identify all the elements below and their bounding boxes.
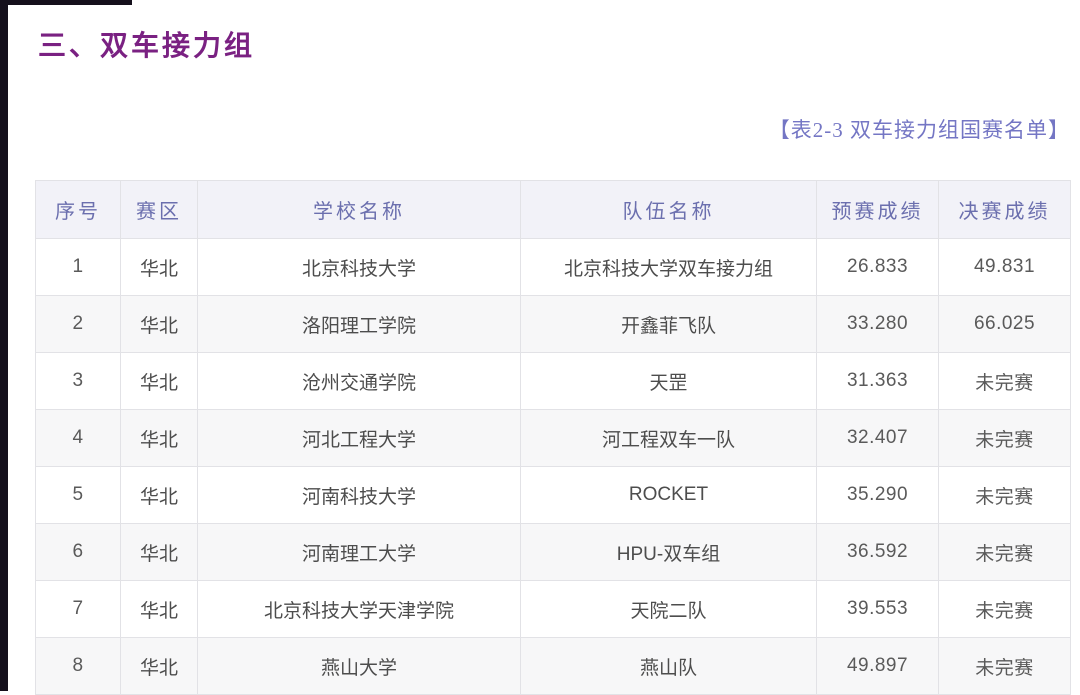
cell-prelim-score: 33.280: [816, 295, 939, 353]
cell-team: 河工程双车一队: [520, 409, 817, 467]
cell-school: 北京科技大学: [197, 238, 521, 296]
cell-team: 开鑫菲飞队: [520, 295, 817, 353]
cell-region: 华北: [120, 523, 198, 581]
cell-school: 沧州交通学院: [197, 352, 521, 410]
cell-school: 河南理工大学: [197, 523, 521, 581]
table-row: 5 华北 河南科技大学 ROCKET 35.290 未完赛: [35, 466, 1071, 524]
cell-final-score: 未完赛: [938, 637, 1071, 695]
page-title: 三、双车接力组: [38, 30, 256, 61]
table-row: 8 华北 燕山大学 燕山队 49.897 未完赛: [35, 637, 1071, 695]
cell-rank: 2: [35, 295, 121, 353]
table-row: 4 华北 河北工程大学 河工程双车一队 32.407 未完赛: [35, 409, 1071, 467]
cell-region: 华北: [120, 466, 198, 524]
cell-final-score: 未完赛: [938, 523, 1071, 581]
cell-team: 天院二队: [520, 580, 817, 638]
cell-team: HPU-双车组: [520, 523, 817, 581]
cell-school: 河南科技大学: [197, 466, 521, 524]
cell-rank: 5: [35, 466, 121, 524]
column-header-prelim-score: 预赛成绩: [816, 180, 939, 239]
cell-prelim-score: 26.833: [816, 238, 939, 296]
cell-prelim-score: 32.407: [816, 409, 939, 467]
column-header-rank: 序号: [35, 180, 121, 239]
cell-prelim-score: 49.897: [816, 637, 939, 695]
cell-team: 燕山队: [520, 637, 817, 695]
table-body: 1 华北 北京科技大学 北京科技大学双车接力组 26.833 49.831 2 华北 洛阳理工学…: [35, 238, 1071, 695]
cell-school: 北京科技大学天津学院: [197, 580, 521, 638]
table-row: 7 华北 北京科技大学天津学院 天院二队 39.553 未完赛: [35, 580, 1071, 638]
cell-team: 天罡: [520, 352, 817, 410]
cell-region: 华北: [120, 409, 198, 467]
cell-school: 燕山大学: [197, 637, 521, 695]
cell-rank: 3: [35, 352, 121, 410]
table-row: 2 华北 洛阳理工学院 开鑫菲飞队 33.280 66.025: [35, 295, 1071, 353]
cell-school: 洛阳理工学院: [197, 295, 521, 353]
cell-region: 华北: [120, 238, 198, 296]
cell-final-score: 未完赛: [938, 352, 1071, 410]
table-row: 6 华北 河南理工大学 HPU-双车组 36.592 未完赛: [35, 523, 1071, 581]
cell-final-score: 未完赛: [938, 409, 1071, 467]
table-row: 1 华北 北京科技大学 北京科技大学双车接力组 26.833 49.831: [35, 238, 1071, 296]
cell-team: ROCKET: [520, 466, 817, 524]
cell-rank: 4: [35, 409, 121, 467]
cell-region: 华北: [120, 352, 198, 410]
cell-team: 北京科技大学双车接力组: [520, 238, 817, 296]
cell-prelim-score: 31.363: [816, 352, 939, 410]
cell-rank: 7: [35, 580, 121, 638]
cell-region: 华北: [120, 580, 198, 638]
cell-rank: 1: [35, 238, 121, 296]
cell-final-score: 未完赛: [938, 580, 1071, 638]
cell-prelim-score: 36.592: [816, 523, 939, 581]
cell-region: 华北: [120, 295, 198, 353]
cell-final-score: 49.831: [938, 238, 1071, 296]
table-caption: 【表2-3 双车接力组国赛名单】: [768, 118, 1070, 142]
photo-edge-top-artifact: [0, 0, 132, 5]
table-row: 3 华北 沧州交通学院 天罡 31.363 未完赛: [35, 352, 1071, 410]
cell-school: 河北工程大学: [197, 409, 521, 467]
results-table: 序号 赛区 学校名称 队伍名称 预赛成绩 决赛成绩 1 华北 北京科技大学 北京科技大…: [35, 180, 1071, 695]
photo-edge-left-artifact: [0, 0, 8, 691]
column-header-team: 队伍名称: [520, 180, 817, 239]
cell-final-score: 未完赛: [938, 466, 1071, 524]
column-header-school: 学校名称: [197, 180, 521, 239]
cell-region: 华北: [120, 637, 198, 695]
cell-rank: 6: [35, 523, 121, 581]
cell-prelim-score: 39.553: [816, 580, 939, 638]
cell-rank: 8: [35, 637, 121, 695]
column-header-final-score: 决赛成绩: [938, 180, 1071, 239]
table-header-row: 序号 赛区 学校名称 队伍名称 预赛成绩 决赛成绩: [35, 180, 1071, 239]
results-table-container: 序号 赛区 学校名称 队伍名称 预赛成绩 决赛成绩 1 华北 北京科技大学 北京科技大…: [35, 180, 1071, 695]
column-header-region: 赛区: [120, 180, 198, 239]
cell-prelim-score: 35.290: [816, 466, 939, 524]
cell-final-score: 66.025: [938, 295, 1071, 353]
